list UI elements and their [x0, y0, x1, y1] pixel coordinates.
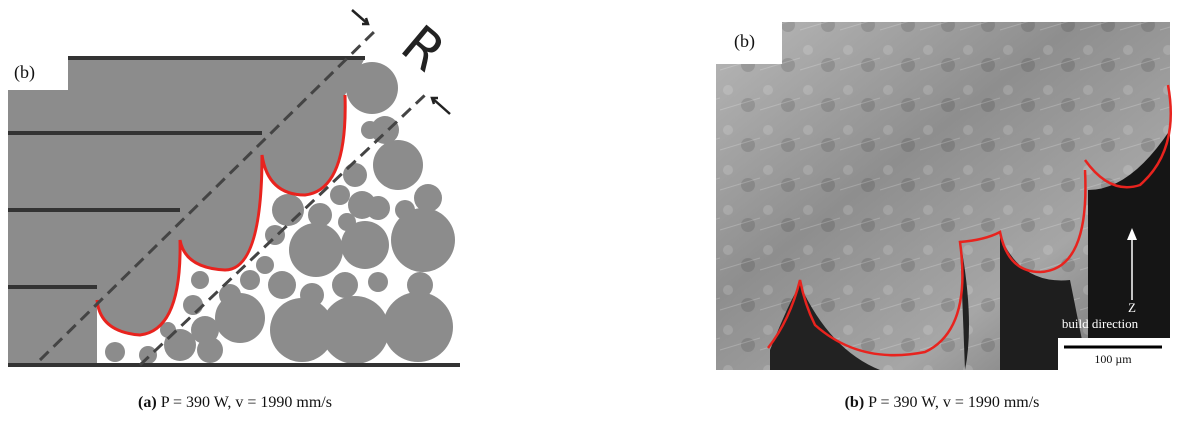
micrograph: (b) Z build direction 100 µm [716, 22, 1171, 370]
caption: (b)P = 390 W, v = 1990 mm/s [845, 394, 1040, 412]
caption-tag: (b) [845, 394, 865, 411]
panel-label: (b) [734, 31, 755, 52]
panel-label: (b) [14, 62, 35, 83]
figure-graphics: R (b) (b) Z build direction 100 µm [0, 0, 1178, 421]
scale-bar-label: 100 µm [1094, 352, 1132, 366]
caption-text: P = 390 W, v = 1990 mm/s [868, 394, 1039, 411]
direction-text: build direction [1062, 316, 1139, 331]
direction-label: Z [1128, 300, 1136, 315]
radius-label: R [390, 14, 456, 83]
schematic: R (b) [8, 10, 460, 365]
caption-tag: (a) [138, 394, 157, 411]
caption: (a)P = 390 W, v = 1990 mm/s [138, 394, 332, 412]
figure: R (b) (b) Z build direction 100 µm (a)P … [0, 0, 1178, 421]
caption-text: P = 390 W, v = 1990 mm/s [161, 394, 332, 411]
